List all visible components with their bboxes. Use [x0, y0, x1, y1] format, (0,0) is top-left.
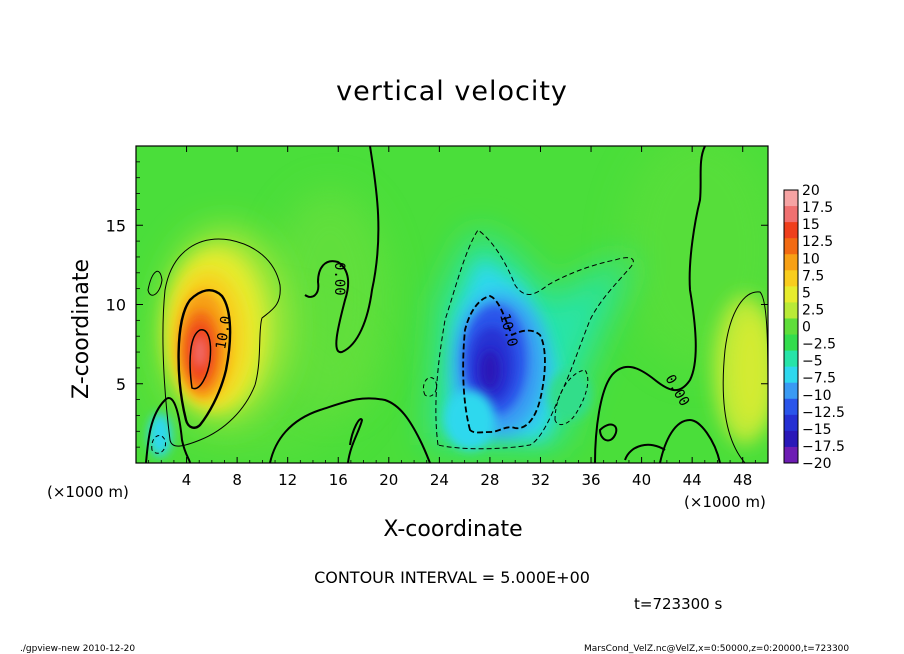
contour-label: 0.00 [331, 262, 347, 296]
colorbar-label: 0 [802, 320, 811, 336]
footer-left: ./gpview-new 2010-12-20 [20, 644, 135, 654]
x-tick-label: 12 [278, 471, 297, 489]
colorbar-swatch [784, 222, 798, 239]
x-tick-label: 8 [232, 471, 242, 489]
x-tick-label: 20 [379, 471, 398, 489]
y-axis-label: Z-coordinate [69, 259, 94, 399]
time-text: t=723300 s [634, 595, 722, 613]
contour-interval-text: CONTOUR INTERVAL = 5.000E+00 [314, 568, 590, 587]
colorbar-label: −20 [802, 456, 832, 472]
heatmap-field [136, 146, 768, 463]
x-tick-label: 24 [430, 471, 449, 489]
colorbar-label: −5 [802, 354, 823, 370]
colorbar-label: −12.5 [802, 405, 845, 421]
colorbar-swatch [784, 366, 798, 384]
colorbar-label: −15 [802, 422, 832, 438]
colorbar-swatch [784, 398, 798, 416]
y-tick-label: 10 [106, 296, 126, 315]
colorbar-label: 15 [802, 217, 820, 233]
colorbar-swatch [784, 430, 798, 448]
colorbar-label: 7.5 [802, 268, 824, 284]
x-tick-label: 44 [683, 471, 702, 489]
footer-right: MarsCond_VelZ.nc@VelZ,x=0:50000,z=0:2000… [584, 644, 849, 654]
x-tick-label: 32 [531, 471, 550, 489]
x-unit-right: (×1000 m) [684, 493, 766, 511]
colorbar-swatch [784, 238, 798, 255]
colorbar-label: −7.5 [802, 371, 836, 387]
colorbar-swatch [784, 382, 798, 400]
colorbar-swatch [784, 334, 798, 352]
y-tick-label: 15 [106, 216, 126, 235]
colorbar-label: 10 [802, 251, 820, 267]
updraft-region [165, 230, 285, 420]
colorbar-label: 20 [802, 183, 820, 199]
colorbar-swatch [784, 414, 798, 432]
y-axis: 5 10 15 [106, 161, 768, 448]
colorbar-swatch [784, 254, 798, 271]
colorbar-frame [783, 189, 799, 464]
colorbar-swatch [784, 446, 798, 464]
chart-title: vertical velocity [336, 76, 568, 107]
x-tick-label: 28 [480, 471, 499, 489]
colorbar-swatch [784, 302, 798, 319]
contour-lines [145, 146, 768, 463]
y-tick-label: 5 [116, 375, 126, 394]
colorbar-swatch [784, 190, 798, 207]
colorbar-label: −10 [802, 388, 832, 404]
colorbar-swatch [784, 270, 798, 287]
colorbar-swatch [784, 350, 798, 368]
x-tick-label: 40 [632, 471, 651, 489]
x-axis: 4 8 12 16 20 24 28 32 36 40 44 48 [148, 146, 756, 489]
colorbar-swatch [784, 318, 798, 336]
x-tick-label: 16 [329, 471, 348, 489]
contour-label: 10.0 [213, 315, 235, 351]
x-tick-label: 36 [581, 471, 600, 489]
colorbar-label: −17.5 [802, 439, 845, 455]
colorbar-swatch [784, 286, 798, 303]
x-axis-label: X-coordinate [383, 517, 522, 542]
colorbar-label: −2.5 [802, 337, 836, 353]
colorbar-label: 5 [802, 285, 811, 301]
colorbar-swatch [784, 206, 798, 223]
colorbar-label: 12.5 [802, 234, 833, 250]
x-tick-label: 4 [182, 471, 192, 489]
colorbar-label: 17.5 [802, 200, 833, 216]
x-tick-label: 48 [733, 471, 752, 489]
colorbar-label: 2.5 [802, 302, 824, 318]
x-unit-left: (×1000 m) [47, 483, 129, 501]
